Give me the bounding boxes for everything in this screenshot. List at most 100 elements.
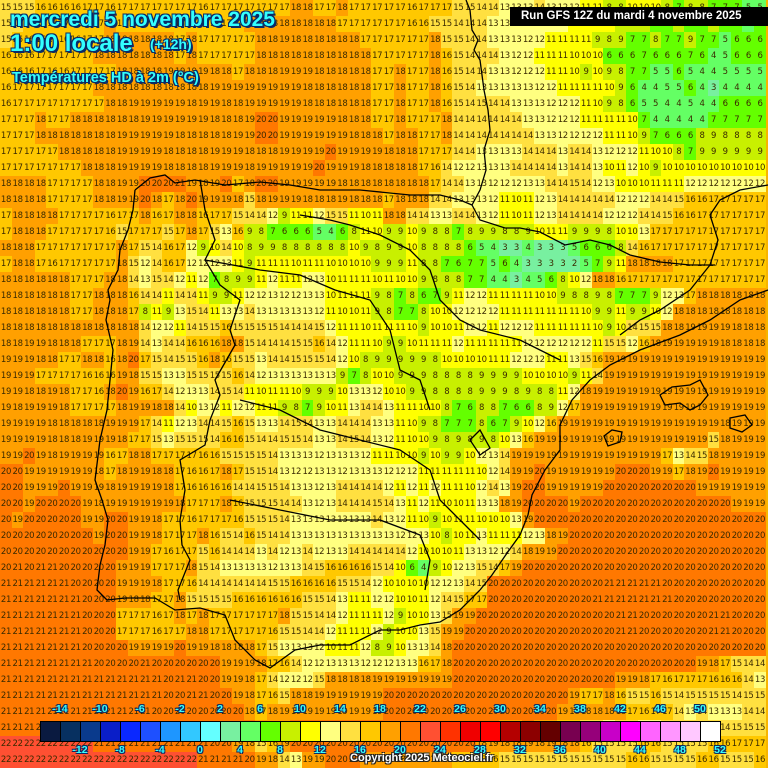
temperature-value: 13 — [383, 416, 395, 432]
temperature-value: 7 — [464, 256, 476, 272]
temperature-value: 13 — [174, 368, 186, 384]
temperature-value: 19 — [128, 336, 140, 352]
temperature-value: 19 — [81, 432, 93, 448]
temperature-value: 15 — [197, 432, 209, 448]
temperature-value: 17 — [661, 448, 673, 464]
temperature-value: 15 — [580, 352, 592, 368]
temperature-value: 15 — [348, 432, 360, 448]
temperature-value: 7 — [719, 112, 731, 128]
temperature-value: 20 — [23, 448, 35, 464]
temperature-value: 11 — [557, 80, 569, 96]
temperature-value: 13 — [429, 208, 441, 224]
field-cell — [197, 16, 210, 32]
temperature-value: 17 — [139, 0, 151, 16]
temperature-value: 8 — [360, 368, 372, 384]
temperature-value: 20 — [684, 560, 696, 576]
temperature-value: 12 — [313, 448, 325, 464]
temperature-value: 17 — [70, 384, 82, 400]
temperature-value: 19 — [151, 128, 163, 144]
temperature-value: 16 — [220, 480, 232, 496]
temperature-value: 15 — [209, 224, 221, 240]
temperature-value: 17 — [684, 288, 696, 304]
temperature-value: 10 — [661, 144, 673, 160]
temperature-value: 17 — [371, 16, 383, 32]
temperature-value: 18 — [313, 96, 325, 112]
temperature-value: 11 — [336, 272, 348, 288]
temperature-value: 14 — [348, 416, 360, 432]
field-cell — [0, 0, 13, 16]
temperature-value: 18 — [499, 496, 511, 512]
temperature-value: 8 — [244, 240, 256, 256]
temperature-value: 14 — [626, 240, 638, 256]
temperature-value: 14 — [545, 160, 557, 176]
temperature-value: 19 — [128, 512, 140, 528]
temperature-value: 9 — [313, 400, 325, 416]
temperature-value: 14 — [209, 576, 221, 592]
temperature-value: 11 — [441, 480, 453, 496]
temperature-value: 14 — [568, 160, 580, 176]
temperature-value: 20 — [615, 528, 627, 544]
field-cell — [185, 16, 198, 32]
temperature-value: 19 — [116, 480, 128, 496]
temperature-value: 20 — [615, 560, 627, 576]
temperature-value: 13 — [499, 160, 511, 176]
temperature-value: 18 — [93, 160, 105, 176]
temperature-value: 19 — [302, 160, 314, 176]
temperature-value: 11 — [278, 384, 290, 400]
temperature-value: 14 — [255, 576, 267, 592]
temperature-value: 9 — [371, 352, 383, 368]
temperature-value: 4 — [661, 96, 673, 112]
temperature-value: 9 — [592, 224, 604, 240]
temperature-value: 10 — [476, 352, 488, 368]
temperature-value: 10 — [290, 384, 302, 400]
temperature-value: 9 — [603, 256, 615, 272]
field-cell — [46, 0, 59, 16]
temperature-value: 17 — [174, 240, 186, 256]
temperature-value: 20 — [104, 560, 116, 576]
temperature-value: 17 — [754, 240, 766, 256]
temperature-value: 14 — [499, 128, 511, 144]
temperature-value: 6 — [464, 400, 476, 416]
temperature-value: 20 — [754, 528, 766, 544]
temperature-value: 18 — [12, 304, 24, 320]
temperature-value: 17 — [151, 560, 163, 576]
temperature-value: 17 — [0, 144, 12, 160]
temperature-value: 12 — [360, 448, 372, 464]
temperature-value: 19 — [186, 176, 198, 192]
temperature-value: 13 — [476, 176, 488, 192]
temperature-value: 15 — [220, 448, 232, 464]
temperature-value: 10 — [534, 288, 546, 304]
temperature-value: 18 — [0, 272, 12, 288]
temperature-value: 18 — [394, 208, 406, 224]
temperature-value: 18 — [394, 128, 406, 144]
temperature-value: 17 — [174, 480, 186, 496]
temperature-value: 17 — [23, 112, 35, 128]
temperature-value: 16 — [46, 256, 58, 272]
temperature-value: 17 — [12, 128, 24, 144]
temperature-value: 14 — [580, 160, 592, 176]
temperature-value: 19 — [186, 112, 198, 128]
temperature-value: 20 — [267, 176, 279, 192]
temperature-value: 11 — [568, 32, 580, 48]
temperature-value: 16 — [441, 80, 453, 96]
temperature-value: 15 — [290, 432, 302, 448]
temperature-value: 19 — [731, 448, 743, 464]
temperature-value: 19 — [70, 464, 82, 480]
temperature-value: 19 — [23, 496, 35, 512]
temperature-value: 16 — [81, 368, 93, 384]
temperature-value: 19 — [209, 144, 221, 160]
temperature-value: 18 — [336, 64, 348, 80]
temperature-value: 14 — [255, 208, 267, 224]
temperature-value: 19 — [719, 320, 731, 336]
temperature-value: 19 — [267, 192, 279, 208]
temperature-value: 19 — [615, 384, 627, 400]
field-cell — [197, 0, 210, 16]
temperature-value: 18 — [116, 336, 128, 352]
temperature-value: 16 — [232, 512, 244, 528]
temperature-value: 17 — [371, 64, 383, 80]
temperature-value: 16 — [93, 384, 105, 400]
temperature-value: 19 — [650, 416, 662, 432]
temperature-value: 20 — [116, 528, 128, 544]
temperature-value: 14 — [522, 128, 534, 144]
temperature-value: 19 — [139, 544, 151, 560]
